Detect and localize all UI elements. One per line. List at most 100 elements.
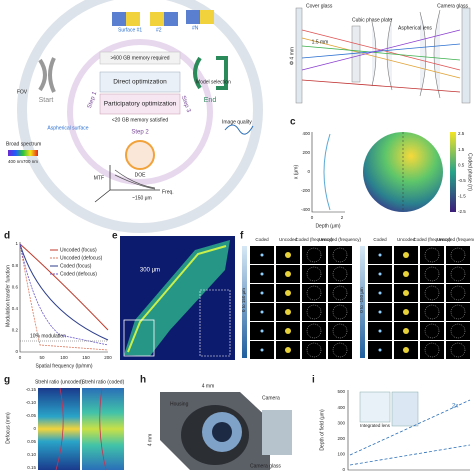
doe-label: DOE xyxy=(135,172,147,178)
start-label: Start xyxy=(39,97,54,104)
width-label: 4 mm xyxy=(202,383,215,389)
x-tick-label: 150 xyxy=(82,355,90,360)
spectrum-label: Broad spectrum xyxy=(6,141,41,147)
length-label: 1.5 mm xyxy=(312,39,329,45)
nm-low: 400 nm xyxy=(8,159,23,164)
cover-glass: Cover glass xyxy=(306,3,333,9)
psf-tile xyxy=(328,303,352,321)
y-tick-label: -0.10 xyxy=(26,400,37,405)
x-tick-label: 0 xyxy=(311,215,314,220)
y-tick-label: -200 xyxy=(301,188,311,193)
inner-ring xyxy=(67,39,213,185)
psf-tile xyxy=(328,284,352,302)
step-2: Step 2 xyxy=(131,130,149,136)
psf-spot xyxy=(378,329,382,333)
surface-label: #2 xyxy=(156,27,162,33)
psf-spot xyxy=(378,291,382,295)
freq-ring xyxy=(306,247,322,263)
legend-entry: Coded (defocus) xyxy=(60,271,97,277)
x-tick-label: 200 xyxy=(104,355,112,360)
y-tick-label: -0.05 xyxy=(26,413,37,418)
surface-label: Surface #1 xyxy=(118,27,142,33)
housing-label: Housing xyxy=(170,401,189,407)
psf-spot xyxy=(285,309,291,315)
psf-spot xyxy=(285,271,291,277)
psf-spot xyxy=(403,290,409,296)
colorbar-tick: -0.5 xyxy=(458,178,466,183)
heatmap-title: Strehl ratio (coded) xyxy=(82,379,125,385)
y-tick-label: 0 xyxy=(307,169,310,174)
freq-ring xyxy=(450,323,466,339)
freq-ring xyxy=(424,247,440,263)
freq-ring xyxy=(450,266,466,282)
mtf-curves xyxy=(114,169,156,190)
start-lens xyxy=(38,57,56,93)
column-header: Coded xyxy=(373,237,387,242)
freq-ring xyxy=(424,342,440,358)
psf-tile xyxy=(302,322,326,340)
y-axis-label: x (μm) xyxy=(293,165,299,180)
psf-spot xyxy=(260,272,264,276)
freq-ring xyxy=(424,266,440,282)
mtf-axes xyxy=(94,165,160,203)
freq-ring xyxy=(332,247,348,263)
height-label: 4 mm xyxy=(147,434,153,447)
y-tick-label: 0 xyxy=(33,426,36,431)
y-tick-label: -400 xyxy=(301,207,311,212)
step-1: Step 1 xyxy=(87,90,99,109)
psf-spot xyxy=(285,290,291,296)
psf-spot xyxy=(378,310,382,314)
cubic-phase-plate: Cubic phase plate xyxy=(352,17,392,23)
panel-label: d xyxy=(4,231,10,242)
psf-tile xyxy=(446,303,470,321)
y-tick-label: 0.10 xyxy=(27,452,36,457)
psf-tile xyxy=(446,322,470,340)
panel-h xyxy=(160,392,292,470)
participatory-optimization: Participatory optimization xyxy=(104,101,177,108)
x-axis-label: Depth (μm) xyxy=(315,223,340,229)
psf-spot xyxy=(260,291,264,295)
psf-tile xyxy=(302,303,326,321)
freq-ring xyxy=(450,247,466,263)
psf-tile xyxy=(420,246,444,264)
camera-glass-label: Camera glass xyxy=(250,463,281,469)
outer-ring xyxy=(17,0,263,233)
psf-tile xyxy=(328,265,352,283)
freq-ring xyxy=(306,323,322,339)
panel-g xyxy=(38,387,124,471)
scale-label: 300 μm xyxy=(140,268,160,274)
psf-tile xyxy=(420,303,444,321)
column-header: Uncoded xyxy=(397,237,416,242)
y-tick-label: 400 xyxy=(337,405,345,410)
panel-i xyxy=(347,390,471,471)
panel-f xyxy=(242,246,470,359)
psf-tile xyxy=(302,265,326,283)
freq-ring xyxy=(332,342,348,358)
psf-tile xyxy=(302,341,326,359)
y-tick-label: 0 xyxy=(342,467,345,472)
y-tick-label: 0.15 xyxy=(27,465,36,470)
legend-entry: Uncoded (defocus) xyxy=(60,255,103,261)
psf-tile xyxy=(446,265,470,283)
column-header: Coded (frequency) xyxy=(295,237,333,242)
psf-spot xyxy=(260,348,264,352)
psf-spot xyxy=(285,328,291,334)
colorbar-label: Coded phase (π) xyxy=(467,153,473,191)
x-tick-label: 0 xyxy=(19,355,22,360)
range-label: ~150 μm xyxy=(132,195,152,201)
camera-glass: Camera glass xyxy=(437,3,468,9)
y-tick-label: 200 xyxy=(302,150,310,155)
y-tick-label: 1 xyxy=(15,241,18,246)
panel-label: c xyxy=(290,117,296,128)
panel-c xyxy=(311,132,456,213)
column-header: Coded xyxy=(255,237,269,242)
x-tick-label: 100 xyxy=(60,355,68,360)
psf-spot xyxy=(285,347,291,353)
freq-ring xyxy=(306,285,322,301)
image-quality-plot xyxy=(224,124,254,135)
y-axis-label: Depth of field (μm) xyxy=(319,409,325,451)
psf-spot xyxy=(378,253,382,257)
panel-label: i xyxy=(312,375,315,386)
psf-spot xyxy=(260,310,264,314)
